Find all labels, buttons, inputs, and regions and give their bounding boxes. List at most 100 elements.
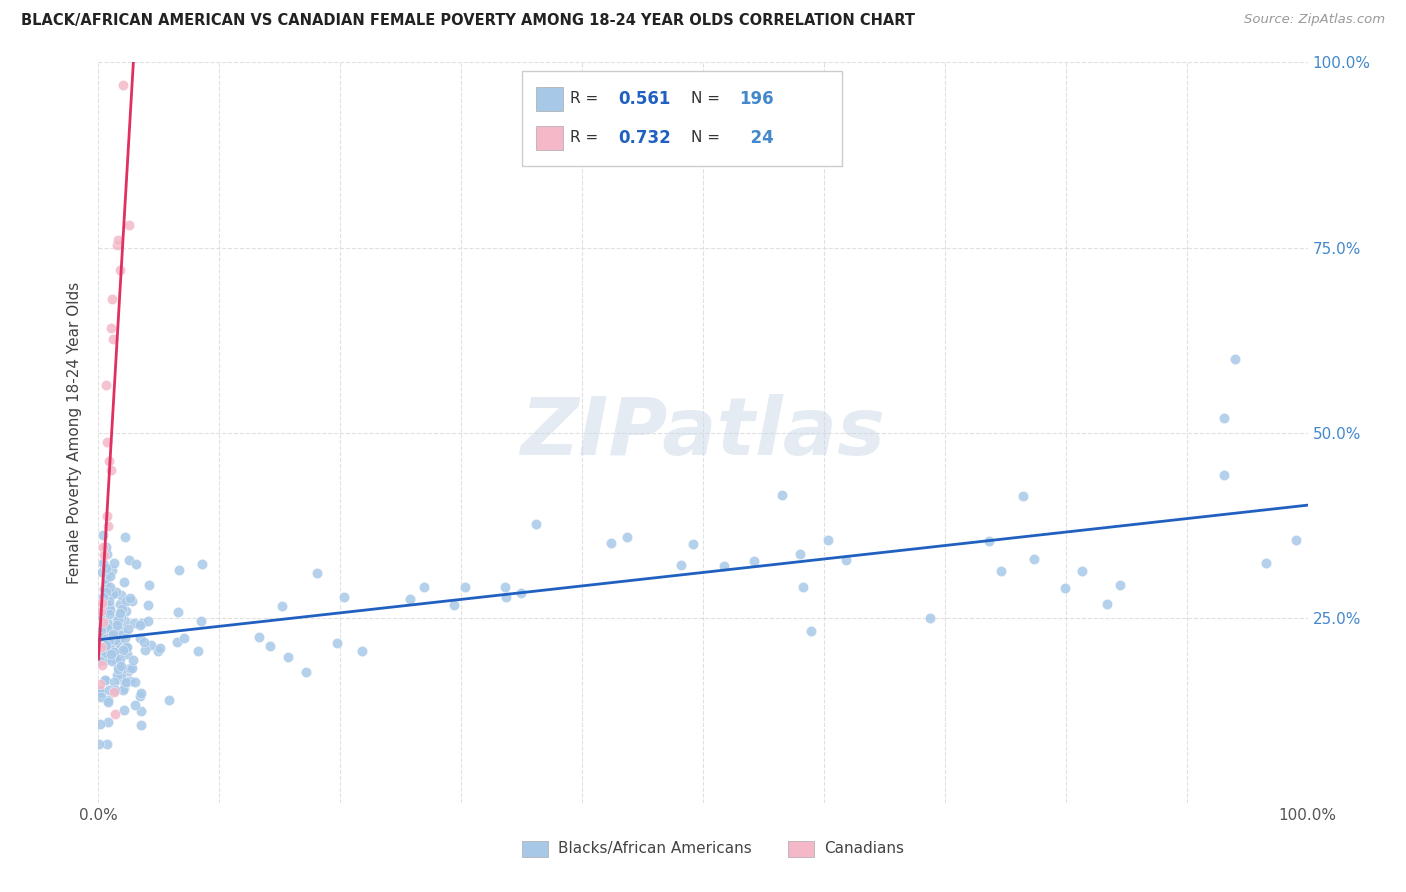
- Point: [96, 632, 118, 646]
- Point: [93, 673, 115, 687]
- Point: [97, 693, 120, 707]
- Text: Canadians: Canadians: [824, 841, 904, 856]
- Point: [112, 702, 135, 716]
- Text: ZIPatlas: ZIPatlas: [520, 393, 886, 472]
- Point: [111, 628, 134, 642]
- Point: [115, 640, 138, 654]
- Point: [98, 607, 121, 621]
- Point: [94, 673, 117, 688]
- Point: [110, 652, 132, 666]
- Point: [111, 683, 134, 698]
- Point: [107, 659, 129, 673]
- Point: [89, 628, 111, 642]
- Point: [89, 630, 111, 644]
- Point: [413, 580, 436, 594]
- Point: [326, 636, 349, 650]
- Point: [100, 293, 122, 307]
- Point: [90, 685, 112, 699]
- Point: [104, 683, 127, 698]
- Point: [107, 233, 129, 247]
- Point: [93, 601, 115, 615]
- Point: [100, 587, 122, 601]
- Point: [157, 692, 180, 706]
- Point: [110, 604, 132, 618]
- Point: [103, 685, 125, 699]
- FancyBboxPatch shape: [522, 71, 842, 166]
- Point: [1095, 597, 1118, 611]
- Point: [270, 599, 292, 613]
- Text: Blacks/African Americans: Blacks/African Americans: [558, 841, 752, 856]
- Text: 0.561: 0.561: [619, 90, 671, 108]
- Point: [94, 577, 117, 591]
- Point: [98, 632, 121, 647]
- Point: [97, 714, 120, 729]
- Point: [103, 650, 125, 665]
- Point: [112, 642, 135, 657]
- Point: [1256, 557, 1278, 571]
- Point: [89, 717, 111, 731]
- Point: [101, 648, 124, 663]
- Point: [91, 596, 114, 610]
- Point: [190, 614, 212, 628]
- Point: [98, 603, 121, 617]
- Point: [103, 633, 125, 648]
- Point: [1285, 533, 1308, 547]
- Point: [187, 644, 209, 658]
- Point: [110, 659, 132, 673]
- Point: [90, 640, 112, 655]
- Point: [134, 643, 156, 657]
- Point: [94, 646, 117, 660]
- Point: [103, 675, 125, 690]
- Point: [105, 668, 128, 682]
- Point: [90, 624, 112, 638]
- Point: [139, 638, 162, 652]
- Point: [100, 629, 122, 643]
- Point: [1213, 467, 1236, 482]
- Point: [110, 665, 132, 680]
- Point: [115, 604, 138, 618]
- Point: [129, 631, 152, 645]
- Point: [166, 634, 188, 648]
- Point: [108, 606, 131, 620]
- Text: R =: R =: [569, 130, 603, 145]
- Point: [107, 613, 129, 627]
- Point: [105, 614, 128, 628]
- Point: [118, 661, 141, 675]
- Point: [96, 509, 118, 524]
- Point: [115, 647, 138, 661]
- Point: [495, 590, 517, 604]
- Point: [100, 647, 122, 661]
- Point: [112, 574, 135, 589]
- Point: [118, 591, 141, 606]
- Point: [990, 564, 1012, 578]
- Point: [97, 519, 120, 533]
- Point: [108, 672, 131, 686]
- Point: [1223, 351, 1246, 366]
- Point: [129, 685, 152, 699]
- Point: [107, 663, 129, 677]
- Point: [94, 571, 117, 585]
- Point: [104, 706, 127, 721]
- FancyBboxPatch shape: [522, 840, 548, 857]
- Point: [104, 653, 127, 667]
- Point: [96, 548, 118, 562]
- Point: [131, 616, 153, 631]
- Point: [98, 600, 121, 615]
- Point: [121, 652, 143, 666]
- Point: [105, 585, 128, 599]
- Point: [1012, 489, 1035, 503]
- Point: [89, 677, 111, 691]
- Point: [91, 603, 114, 617]
- Point: [817, 533, 839, 548]
- Point: [1053, 582, 1076, 596]
- Point: [105, 611, 128, 625]
- Point: [111, 78, 134, 92]
- Point: [800, 624, 823, 638]
- Point: [98, 569, 121, 583]
- Point: [277, 649, 299, 664]
- Point: [149, 640, 172, 655]
- Point: [138, 578, 160, 592]
- Point: [93, 590, 115, 604]
- Point: [94, 377, 117, 392]
- Point: [103, 556, 125, 570]
